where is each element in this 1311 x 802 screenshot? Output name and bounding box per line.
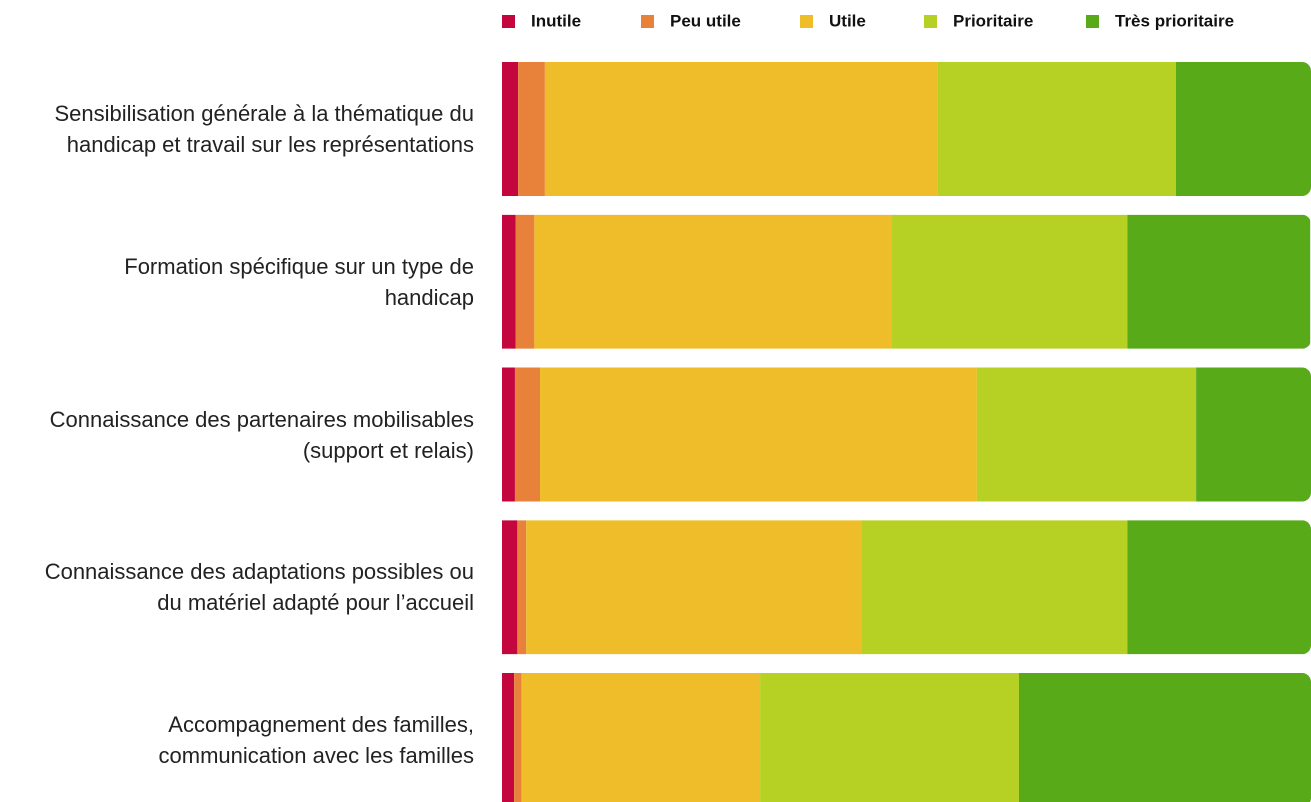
legend-label: Inutile xyxy=(531,11,581,30)
category-label: Connaissance des partenaires mobilisable… xyxy=(34,368,474,502)
legend-label: Peu utile xyxy=(670,11,741,30)
bar-segment xyxy=(534,214,892,349)
bar-segment xyxy=(1127,520,1311,655)
bar-segment xyxy=(514,367,541,502)
legend-label: Utile xyxy=(829,11,866,30)
bar-group xyxy=(502,520,1311,655)
bar-segment xyxy=(518,62,545,196)
bar-group xyxy=(502,673,1311,802)
bar-segment xyxy=(1018,673,1311,802)
bar-segment xyxy=(502,520,518,655)
category-label: Formation spécifique sur un type de hand… xyxy=(34,215,474,349)
legend-label: Très prioritaire xyxy=(1115,11,1234,30)
bar-segment xyxy=(540,367,977,502)
bar-segment xyxy=(514,673,522,802)
bar-segment xyxy=(544,62,938,196)
bar-segment xyxy=(891,214,1128,349)
bar-segment xyxy=(502,62,519,196)
legend-swatch xyxy=(641,15,654,28)
bar-segment xyxy=(862,520,1128,655)
bar-segment xyxy=(515,214,535,349)
bar-segment xyxy=(502,367,515,502)
bar-segment xyxy=(760,673,1019,802)
bar-group xyxy=(502,214,1311,349)
bar-segment xyxy=(526,520,863,655)
legend-swatch xyxy=(800,15,813,28)
bar-segment xyxy=(1127,214,1311,349)
bar-segment xyxy=(937,62,1176,196)
legend-swatch xyxy=(1086,15,1099,28)
category-label: Connaissance des adaptations possibles o… xyxy=(34,520,474,654)
category-text: Accompagnement des familles, communicati… xyxy=(158,712,474,768)
legend-label: Prioritaire xyxy=(953,11,1033,30)
category-text: Connaissance des adaptations possibles o… xyxy=(44,559,474,616)
bar-segment xyxy=(517,520,527,655)
bar-segment xyxy=(502,673,515,802)
bar-segment xyxy=(502,214,516,349)
bar-segment xyxy=(1175,62,1311,196)
bar-segment xyxy=(1196,367,1311,502)
bar-segment xyxy=(521,673,761,802)
category-text: Sensibilisation générale à la thématique… xyxy=(54,101,474,157)
category-label: Accompagnement des familles, communicati… xyxy=(34,673,474,802)
legend-swatch xyxy=(924,15,937,28)
legend-swatch xyxy=(502,15,515,28)
category-text: Formation spécifique sur un type de hand… xyxy=(124,253,474,310)
bar-group xyxy=(502,367,1311,502)
bar-segment xyxy=(976,367,1197,502)
category-label: Sensibilisation générale à la thématique… xyxy=(34,62,474,196)
bar-group xyxy=(502,62,1311,196)
category-text: Connaissance des partenaires mobilisable… xyxy=(49,406,474,463)
